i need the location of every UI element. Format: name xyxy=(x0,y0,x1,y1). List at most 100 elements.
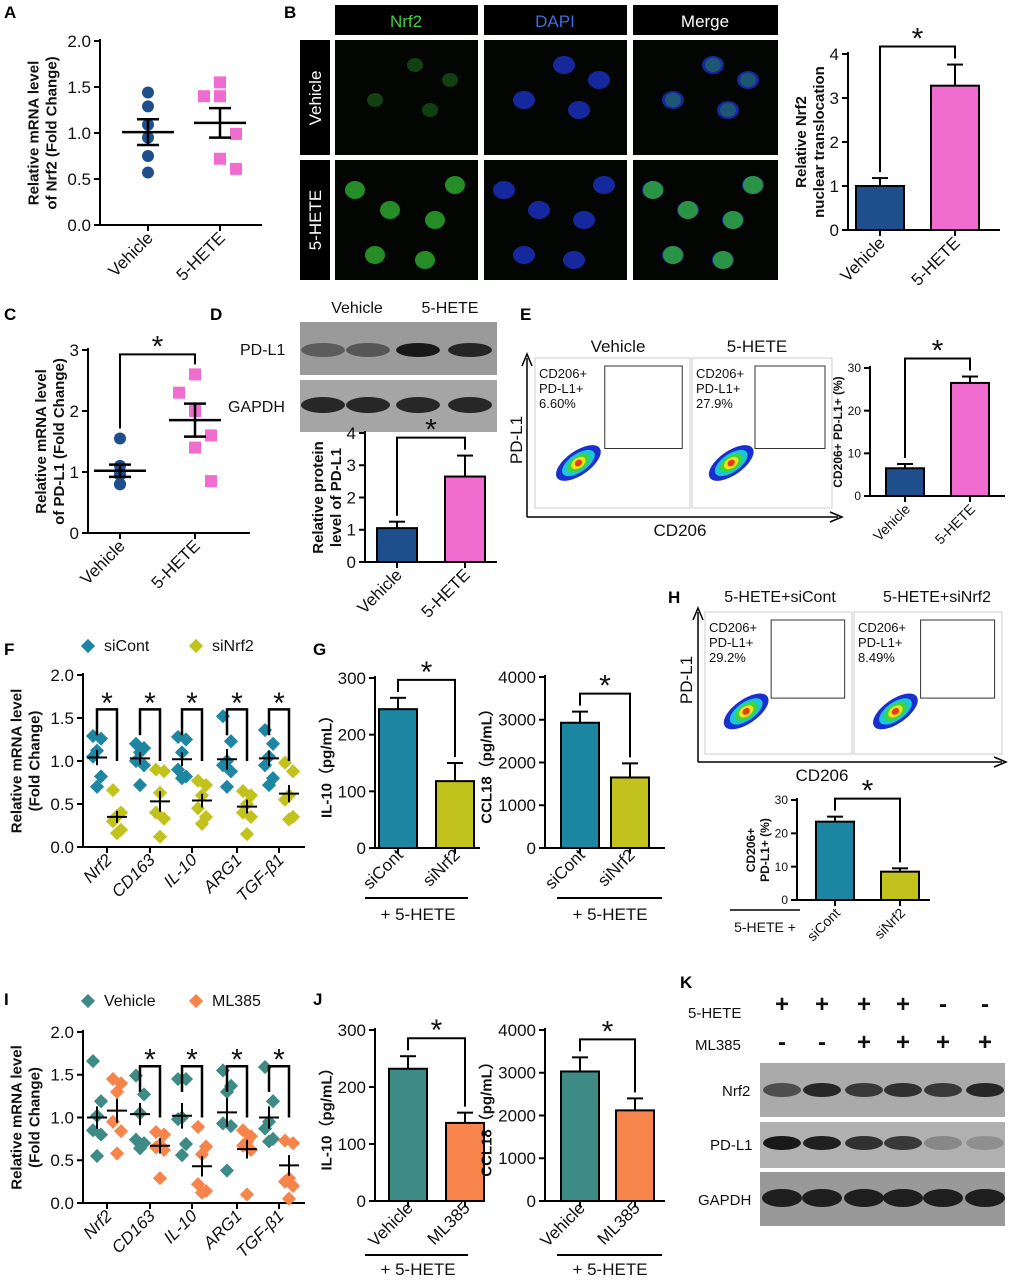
treatment-sign: + xyxy=(815,991,829,1018)
data-point xyxy=(114,432,126,445)
data-point xyxy=(261,778,277,793)
significance-bracket xyxy=(180,1064,204,1118)
nucleus xyxy=(573,211,595,229)
significance-bracket xyxy=(267,708,291,761)
gate-label: PD-L1+ xyxy=(696,381,740,396)
y-tick-label: 2.0 xyxy=(50,666,74,685)
bar xyxy=(388,1067,428,1203)
y-axis-label: (Fold Change) xyxy=(26,711,43,812)
significance-star: * xyxy=(144,1044,156,1077)
nrf2-signal xyxy=(643,181,663,199)
band xyxy=(448,397,492,413)
y-axis-label: level of PD-L1 xyxy=(328,448,345,547)
bar xyxy=(950,381,990,497)
chart-panel-h: 0 10 20 30 CD206+ PD-L1+ (%) siCont siNrf2 * xyxy=(744,775,930,944)
data-point xyxy=(198,90,210,103)
band xyxy=(396,397,440,413)
band xyxy=(924,1136,962,1150)
significance-star: * xyxy=(431,1014,443,1047)
y-tick-label: 1000 xyxy=(498,796,536,815)
nucleus xyxy=(568,101,590,119)
significance-bracket xyxy=(119,353,196,429)
treatment-sign: + xyxy=(857,991,871,1018)
y-tick-label: 3000 xyxy=(498,711,536,730)
data-point xyxy=(194,1147,210,1162)
legend-label: siCont xyxy=(104,638,150,655)
x-tick-label: 5-HETE xyxy=(148,536,204,592)
x-tick-label: CD163 xyxy=(108,850,159,901)
panel-d-western-blot: Vehicle 5-HETE PD-L1 GAPDH xyxy=(228,300,497,432)
y-tick-label: 2 xyxy=(347,488,356,507)
y-tick-label: 0.5 xyxy=(50,1151,74,1170)
data-point xyxy=(189,368,201,381)
y-tick-label: 4000 xyxy=(498,1021,536,1040)
y-tick-label: 4 xyxy=(347,424,356,443)
significance-bracket xyxy=(834,797,901,863)
data-point xyxy=(93,1094,109,1109)
y-tick-label: 10 xyxy=(848,447,862,461)
x-tick-label: Vehicle xyxy=(105,228,157,280)
y-axis-label: Relative mRNA level xyxy=(33,369,50,514)
sem-bar xyxy=(109,463,131,479)
nrf2-signal xyxy=(415,251,435,269)
band xyxy=(845,1136,883,1150)
y-tick-label: 0.0 xyxy=(50,1194,74,1213)
band xyxy=(301,397,345,413)
x-tick-label: IL-10 xyxy=(160,850,201,891)
x-tick-label: 5-HETE xyxy=(418,565,474,621)
row-label-5-hete: 5-HETE xyxy=(306,190,325,250)
x-tick-label: Vehicle xyxy=(537,1198,589,1250)
x-tick-label: IL-10 xyxy=(160,1206,201,1247)
bar xyxy=(560,1070,600,1203)
band xyxy=(884,1083,922,1097)
panel-letter-h: H xyxy=(668,588,680,607)
event-density xyxy=(727,459,735,467)
band xyxy=(396,343,440,357)
flow-axes xyxy=(521,352,844,523)
y-tick-label: 0 xyxy=(854,489,861,503)
nrf2-signal xyxy=(665,93,681,107)
micrograph-grid xyxy=(335,40,778,280)
bar xyxy=(444,475,486,564)
data-point xyxy=(174,771,190,786)
band xyxy=(844,1189,884,1207)
nrf2-signal xyxy=(365,246,385,264)
data-point xyxy=(178,1136,194,1152)
significance-star: * xyxy=(186,1044,198,1077)
y-tick-label: 2.0 xyxy=(67,32,91,51)
band xyxy=(924,1083,962,1097)
significance-star: * xyxy=(152,330,164,363)
micrograph xyxy=(633,40,778,155)
y-tick-label: 20 xyxy=(848,404,862,418)
y-tick-label: 30 xyxy=(775,793,789,807)
y-tick-label: 100 xyxy=(338,1135,366,1154)
treatment-sign: + xyxy=(936,1029,950,1056)
y-tick-label: 0 xyxy=(357,839,366,858)
flow-plots: CD206+PD-L1+6.60%CD206+PD-L1+27.9% xyxy=(521,352,844,523)
panel-letter-j: J xyxy=(313,990,322,1009)
nrf2-signal xyxy=(743,176,763,194)
row-header xyxy=(300,160,330,280)
bar xyxy=(445,1121,485,1203)
legend-marker xyxy=(80,993,96,1009)
flow-plots: CD206+PD-L1+29.2%CD206+PD-L1+8.49% xyxy=(692,606,1008,768)
legend-label: Vehicle xyxy=(104,993,156,1010)
band xyxy=(301,343,345,357)
bar xyxy=(376,527,418,564)
bar xyxy=(378,708,418,850)
y-tick-label: 1 xyxy=(70,463,79,482)
nrf2-signal xyxy=(663,246,683,264)
row-header xyxy=(300,40,330,155)
column-label-merge: Merge xyxy=(681,12,729,31)
nrf2-signal xyxy=(407,58,423,72)
legend-marker xyxy=(188,993,204,1009)
treatment-sign: + xyxy=(896,991,910,1018)
data-point xyxy=(281,1191,297,1206)
y-axis-label: (Fold Change) xyxy=(26,1067,43,1168)
data-point xyxy=(132,1141,148,1156)
legend-label: ML385 xyxy=(212,993,261,1010)
panel-letter-c: C xyxy=(4,305,16,324)
significance-star: * xyxy=(144,687,156,720)
y-tick-label: 20 xyxy=(775,827,789,841)
